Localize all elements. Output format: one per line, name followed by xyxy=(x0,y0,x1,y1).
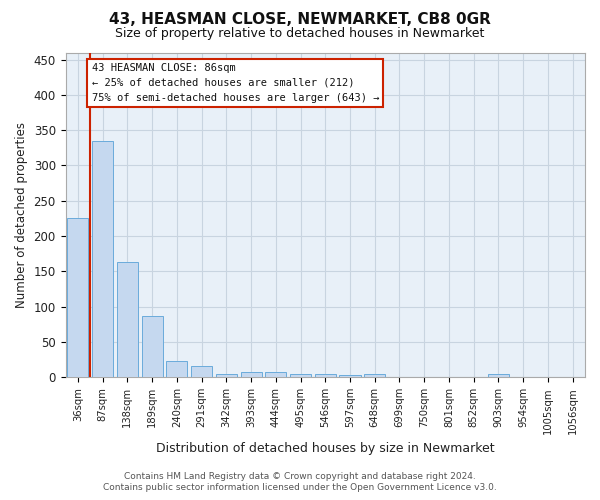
Bar xyxy=(216,374,237,378)
Bar xyxy=(92,141,113,378)
Bar xyxy=(142,316,163,378)
Bar xyxy=(340,375,361,378)
Text: 43 HEASMAN CLOSE: 86sqm
← 25% of detached houses are smaller (212)
75% of semi-d: 43 HEASMAN CLOSE: 86sqm ← 25% of detache… xyxy=(92,63,379,102)
Bar xyxy=(166,361,187,378)
Bar xyxy=(290,374,311,378)
Bar xyxy=(265,372,286,378)
Bar xyxy=(191,366,212,378)
Bar xyxy=(67,218,88,378)
Bar xyxy=(241,372,262,378)
Bar xyxy=(315,374,336,378)
Y-axis label: Number of detached properties: Number of detached properties xyxy=(15,122,28,308)
Bar xyxy=(488,374,509,378)
Text: Size of property relative to detached houses in Newmarket: Size of property relative to detached ho… xyxy=(115,28,485,40)
Bar xyxy=(117,262,138,378)
X-axis label: Distribution of detached houses by size in Newmarket: Distribution of detached houses by size … xyxy=(156,442,494,455)
Text: Contains HM Land Registry data © Crown copyright and database right 2024.
Contai: Contains HM Land Registry data © Crown c… xyxy=(103,472,497,492)
Text: 43, HEASMAN CLOSE, NEWMARKET, CB8 0GR: 43, HEASMAN CLOSE, NEWMARKET, CB8 0GR xyxy=(109,12,491,28)
Bar xyxy=(364,374,385,378)
